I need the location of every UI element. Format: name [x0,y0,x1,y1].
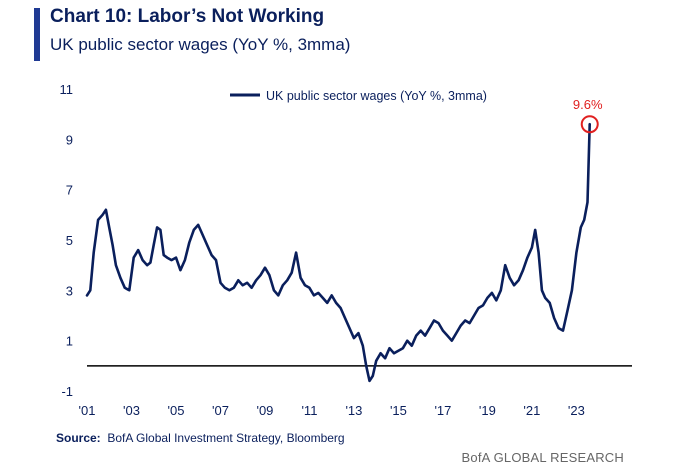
x-tick-label: '07 [212,403,229,418]
x-tick-label: '13 [345,403,362,418]
source-text: BofA Global Investment Strategy, Bloombe… [107,431,345,445]
x-tick-label: '19 [479,403,496,418]
x-tick-label: '15 [390,403,407,418]
series-line-uk-public-sector-wages [85,122,592,383]
brand-footer: BofA GLOBAL RESEARCH [461,450,624,465]
x-tick-label: '23 [568,403,585,418]
source-note: Source: BofA Global Investment Strategy,… [56,431,345,445]
x-tick-label: '01 [79,403,96,418]
x-tick-label: '03 [123,403,140,418]
annotation-label: 9.6% [573,97,603,112]
y-tick-label: 1 [66,334,73,349]
y-tick-label: 9 [66,132,73,147]
highlight-circle [580,115,599,134]
x-tick-label: '09 [256,403,273,418]
x-tick-label: '21 [523,403,540,418]
title-accent-bar [34,8,40,61]
y-tick-label: 3 [66,283,73,298]
x-tick-label: '05 [168,403,185,418]
chart-subtitle: UK public sector wages (YoY %, 3mma) [50,35,351,54]
y-tick-label: 5 [66,233,73,248]
y-tick-label: -1 [61,384,73,399]
x-tick-label: '17 [434,403,451,418]
y-tick-label: 7 [66,183,73,198]
chart-title: Chart 10: Labor’s Not Working [50,6,325,27]
y-tick-label: 11 [60,82,74,97]
x-tick-label: '11 [301,403,317,418]
source-label: Source: [56,431,101,445]
legend-label: UK public sector wages (YoY %, 3mma) [266,89,487,103]
